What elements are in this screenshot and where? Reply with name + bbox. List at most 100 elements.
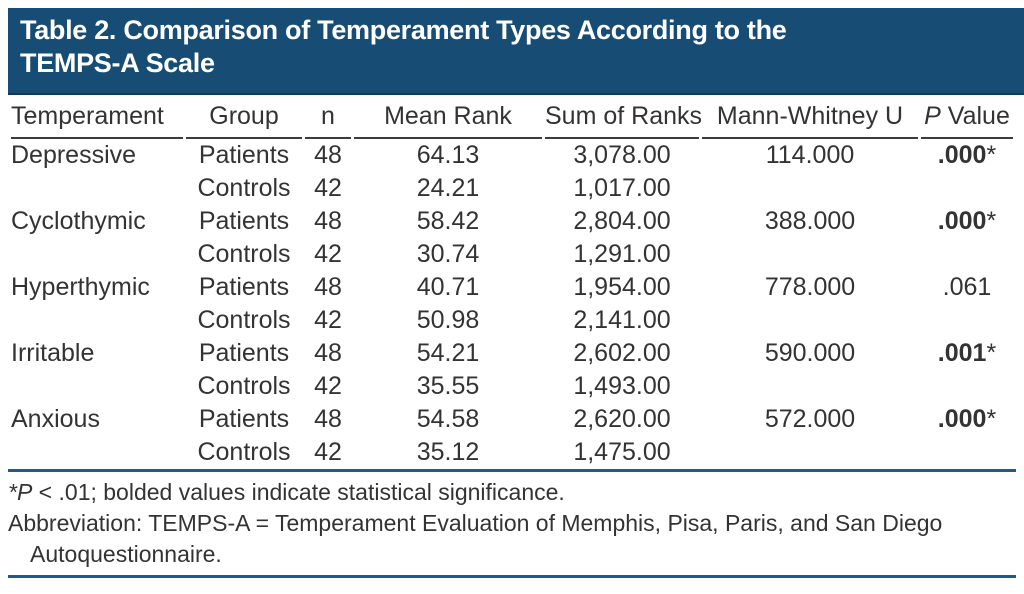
abbreviation-footnote-line2: Autoquestionnaire. <box>30 541 222 567</box>
cell-p-value: .001* <box>937 339 997 367</box>
cell-mann-whitney-u: 388.000 <box>764 207 856 235</box>
column-header-sum-of-ranks: Sum of Ranks <box>545 95 702 139</box>
cell-group: Controls <box>197 438 291 466</box>
cell-n: 48 <box>314 141 342 169</box>
cell-sum-of-ranks: 1,475.00 <box>573 438 671 466</box>
significance-footnote-italic: *P <box>8 479 33 505</box>
cell-mann-whitney-u: 114.000 <box>765 141 855 169</box>
cell-p-value <box>921 370 1013 403</box>
significance-footnote-text: < .01; bolded values indicate statistica… <box>32 479 565 505</box>
temperament-comparison-table: Temperament Group n Mean Rank Sum of Ran… <box>8 95 1016 469</box>
significance-footnote: *P < .01; bolded values indicate statist… <box>8 477 1016 508</box>
cell-p-value <box>921 304 1013 337</box>
cell-mann-whitney-u: 572.000 <box>764 405 856 433</box>
cell-temperament <box>11 370 183 403</box>
cell-mean-rank: 54.21 <box>416 339 480 367</box>
cell-mean-rank: 58.42 <box>416 207 480 235</box>
cell-temperament: Cyclothymic <box>11 207 146 235</box>
cell-group: Controls <box>197 372 291 400</box>
column-header-n: n <box>305 95 351 139</box>
table-row: Controls 42 50.98 2,141.00 <box>11 304 1013 337</box>
cell-n: 42 <box>314 240 342 268</box>
cell-group: Patients <box>198 141 290 169</box>
cell-p-value: .000* <box>937 207 997 235</box>
cell-mean-rank: 64.13 <box>416 141 480 169</box>
cell-sum-of-ranks: 3,078.00 <box>573 141 671 169</box>
cell-temperament: Irritable <box>11 339 95 367</box>
table-header-row: Temperament Group n Mean Rank Sum of Ran… <box>11 95 1013 139</box>
cell-n: 42 <box>314 306 342 334</box>
table-row: Cyclothymic Patients 48 58.42 2,804.00 388.00… <box>11 205 1013 238</box>
cell-mean-rank: 40.71 <box>416 273 480 301</box>
cell-p-value <box>921 436 1013 469</box>
table-row: Hyperthymic Patients 48 40.71 1,954.00 778.00… <box>11 271 1013 304</box>
cell-mean-rank: 24.21 <box>416 174 480 202</box>
column-header-mean-rank: Mean Rank <box>354 95 542 139</box>
table-row: Anxious Patients 48 54.58 2,620.00 572.000 .00… <box>11 403 1013 436</box>
cell-mann-whitney-u: 590.000 <box>764 339 856 367</box>
cell-group: Controls <box>197 174 291 202</box>
cell-n: 42 <box>314 174 342 202</box>
cell-n: 48 <box>314 339 342 367</box>
column-header-group: Group <box>186 95 302 139</box>
footer-bottom-rule <box>8 575 1016 578</box>
table-body: Depressive Patients 48 64.13 3,078.00 114.000… <box>11 139 1013 469</box>
cell-mann-whitney-u <box>702 370 918 403</box>
table-title-line2: TEMPS-A Scale <box>20 48 215 78</box>
cell-group: Patients <box>198 405 290 433</box>
cell-n: 48 <box>314 273 342 301</box>
cell-sum-of-ranks: 1,017.00 <box>573 174 671 202</box>
cell-n: 42 <box>314 438 342 466</box>
table-row: Controls 42 30.74 1,291.00 <box>11 238 1013 271</box>
p-value-header-rest: Value <box>940 102 1010 130</box>
cell-temperament: Hyperthymic <box>11 273 150 301</box>
column-header-p-value: P Value <box>921 95 1013 139</box>
cell-p-value <box>921 172 1013 205</box>
cell-temperament <box>11 304 183 337</box>
cell-mann-whitney-u <box>702 304 918 337</box>
cell-temperament <box>11 436 183 469</box>
cell-sum-of-ranks: 1,493.00 <box>573 372 671 400</box>
column-header-temperament: Temperament <box>11 95 183 139</box>
cell-mann-whitney-u <box>702 238 918 271</box>
cell-mann-whitney-u: 778.000 <box>764 273 856 301</box>
cell-temperament <box>11 172 183 205</box>
cell-temperament: Anxious <box>11 405 100 433</box>
cell-p-value: .000* <box>937 141 997 169</box>
cell-group: Controls <box>197 240 291 268</box>
cell-temperament <box>11 238 183 271</box>
cell-mean-rank: 50.98 <box>416 306 480 334</box>
cell-p-value <box>921 238 1013 271</box>
cell-sum-of-ranks: 2,602.00 <box>573 339 671 367</box>
footnotes: *P < .01; bolded values indicate statist… <box>8 477 1016 570</box>
cell-group: Patients <box>198 273 290 301</box>
cell-group: Controls <box>197 306 291 334</box>
table-title-line1: Table 2. Comparison of Temperament Types… <box>20 15 787 45</box>
cell-sum-of-ranks: 2,620.00 <box>573 405 671 433</box>
table-title-banner: Table 2. Comparison of Temperament Types… <box>8 8 1024 95</box>
abbreviation-footnote-line1: Abbreviation: TEMPS-A = Temperament Eval… <box>8 510 943 536</box>
cell-sum-of-ranks: 1,954.00 <box>573 273 671 301</box>
cell-n: 48 <box>314 405 342 433</box>
cell-sum-of-ranks: 2,804.00 <box>573 207 671 235</box>
cell-p-value: .061 <box>942 273 992 301</box>
table-row: Depressive Patients 48 64.13 3,078.00 114.000… <box>11 139 1013 172</box>
cell-sum-of-ranks: 1,291.00 <box>573 240 671 268</box>
cell-mean-rank: 54.58 <box>416 405 480 433</box>
cell-temperament: Depressive <box>11 141 137 169</box>
table-row: Irritable Patients 48 54.21 2,602.00 590.000.… <box>11 337 1013 370</box>
table-row: Controls 42 35.55 1,493.00 <box>11 370 1013 403</box>
column-header-mann-whitney-u: Mann-Whitney U <box>702 95 918 139</box>
table-row: Controls 42 35.12 1,475.00 <box>11 436 1013 469</box>
cell-mann-whitney-u <box>702 172 918 205</box>
cell-mean-rank: 35.55 <box>416 372 480 400</box>
cell-n: 48 <box>314 207 342 235</box>
table-bottom-rule <box>8 469 1016 472</box>
cell-group: Patients <box>198 207 290 235</box>
cell-mann-whitney-u <box>702 436 918 469</box>
table-row: Controls 42 24.21 1,017.00 <box>11 172 1013 205</box>
cell-n: 42 <box>314 372 342 400</box>
p-value-header-italic: P <box>924 102 941 130</box>
cell-mean-rank: 35.12 <box>416 438 480 466</box>
cell-p-value: .000* <box>937 405 997 433</box>
